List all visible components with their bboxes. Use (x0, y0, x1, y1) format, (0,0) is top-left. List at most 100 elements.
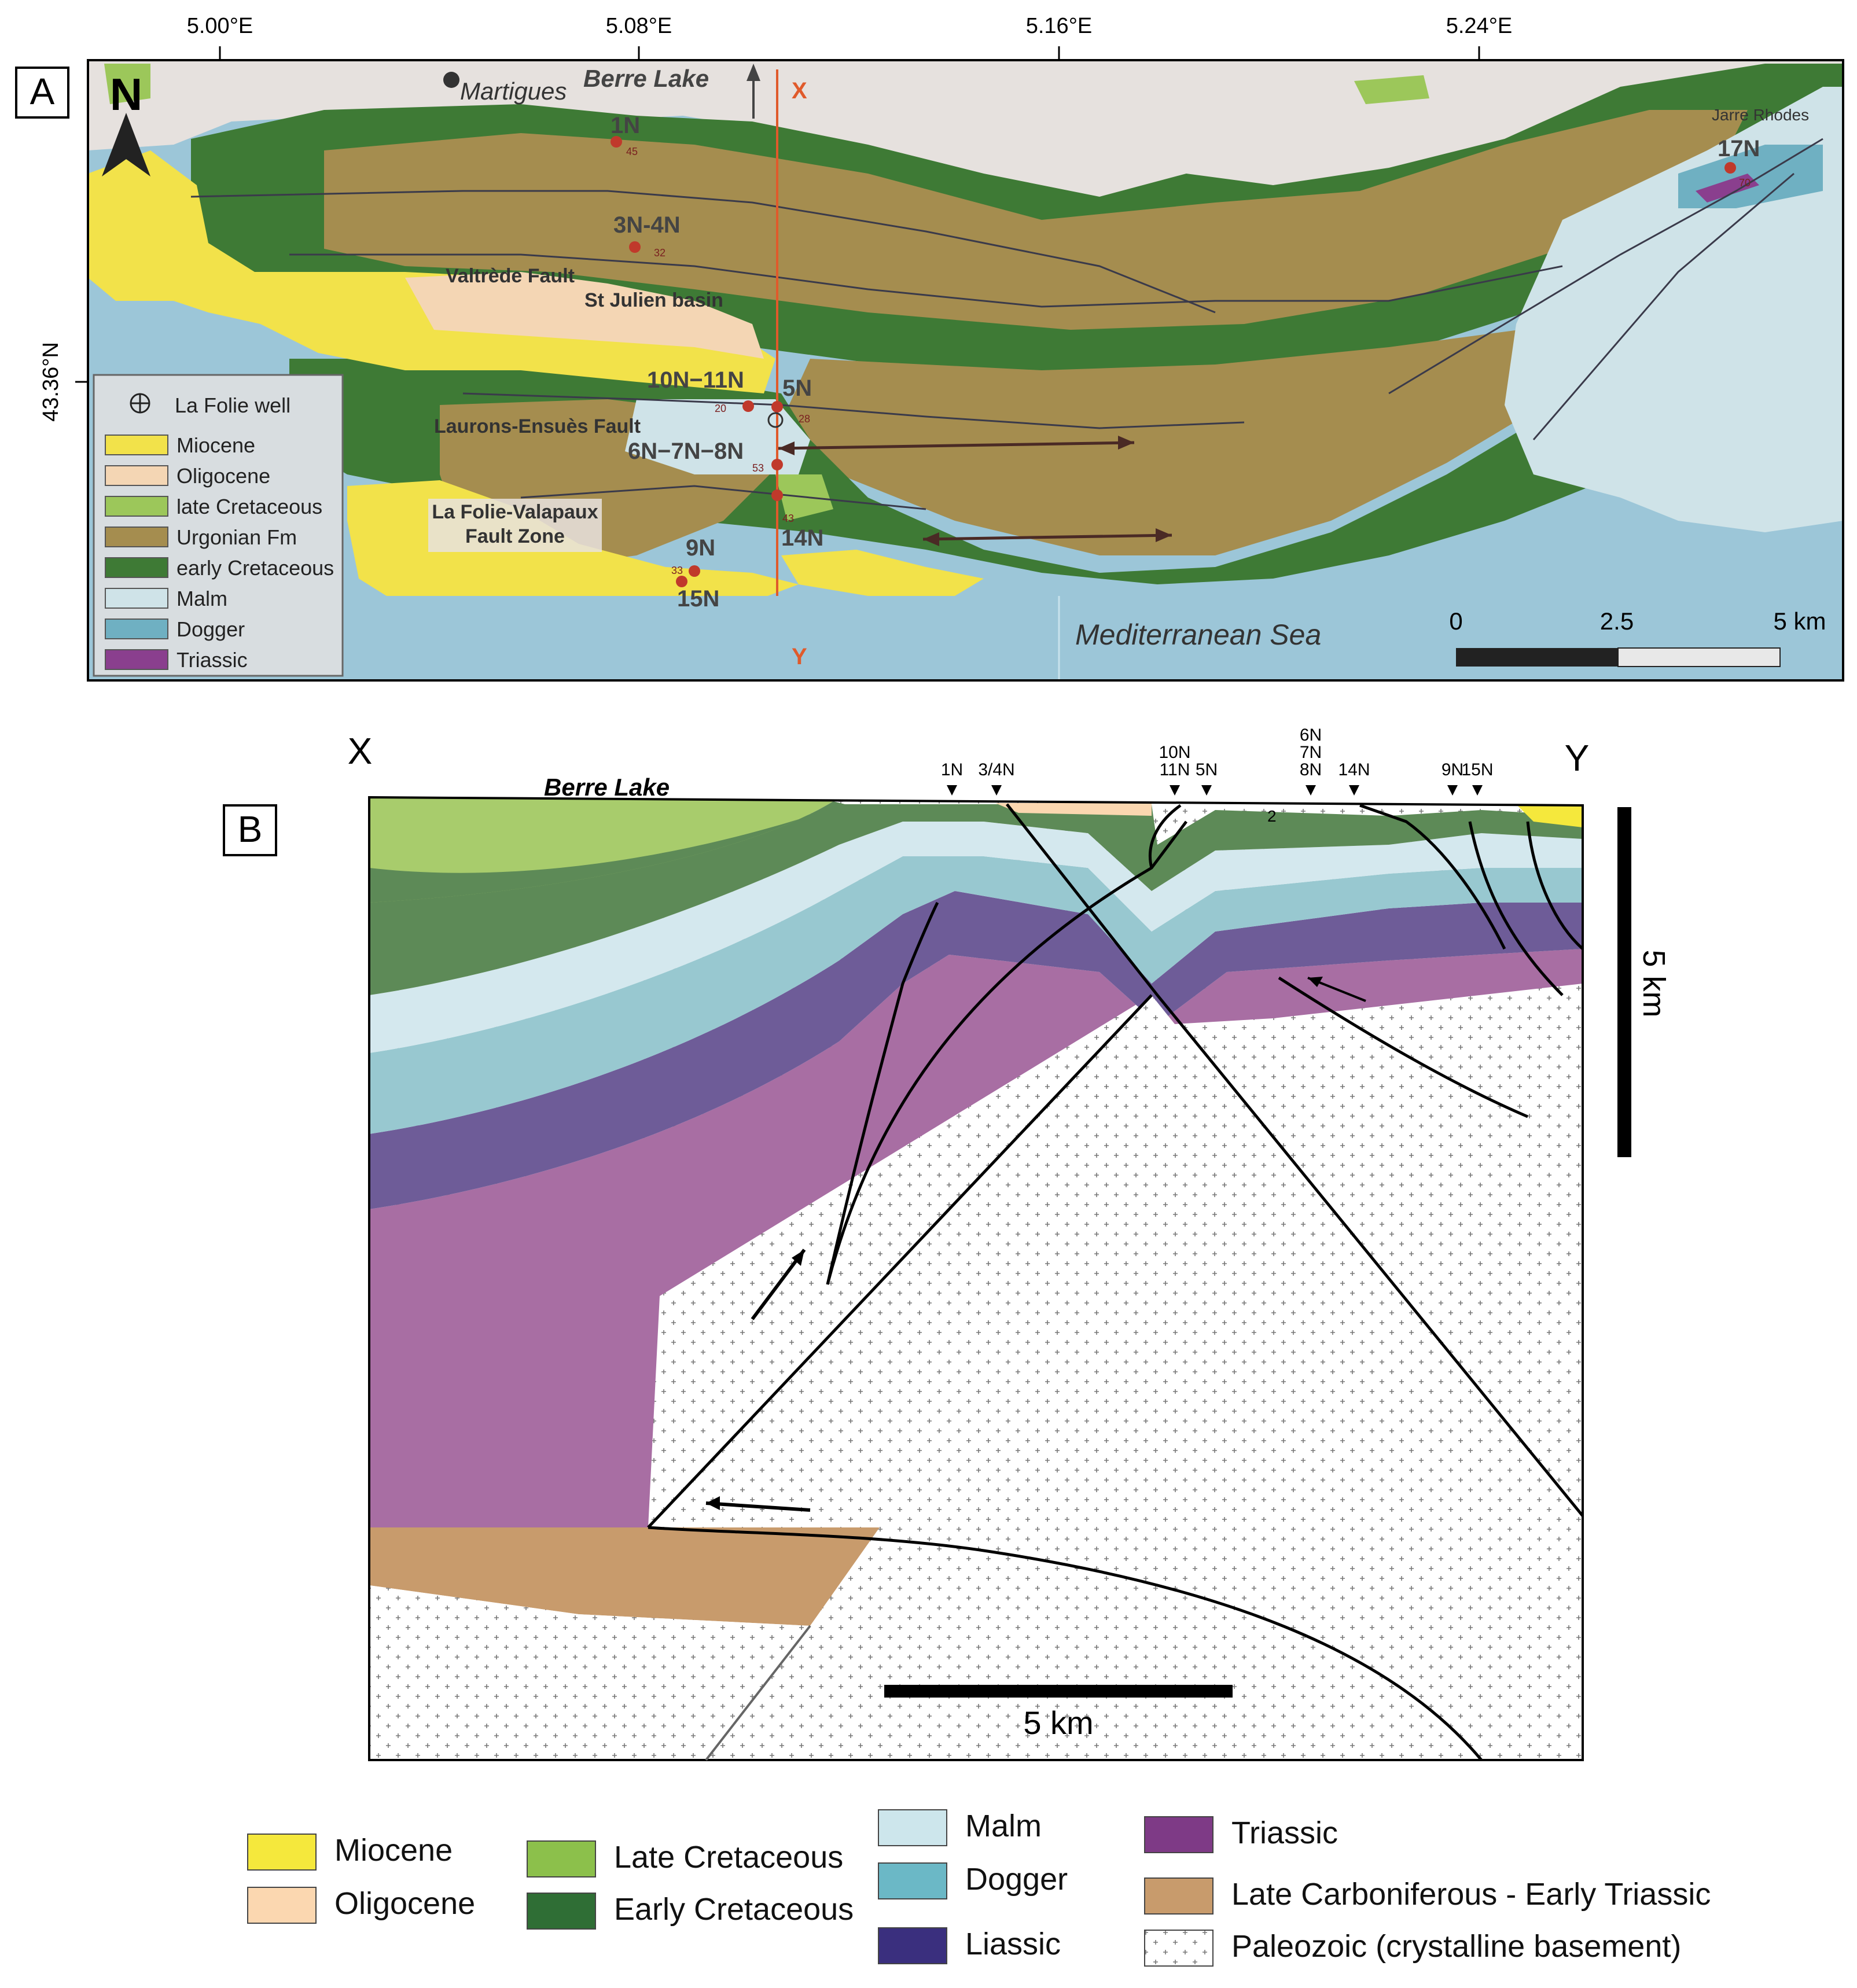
north-arrow-icon (102, 113, 150, 176)
lon-tick-3: 5.16°E (1026, 14, 1093, 38)
map-legend-swatch (105, 619, 168, 639)
section-y-label: Y (1565, 737, 1590, 779)
map-legend-swatch (105, 435, 168, 455)
site-marker-icon (1349, 785, 1359, 796)
section-legend: Miocene Oligocene Late Cretaceous Early Cre… (247, 1809, 1711, 1967)
map-legend-label: Miocene (176, 433, 255, 457)
legend-label: Late Cretaceous (614, 1840, 843, 1875)
north-label: N (110, 69, 142, 120)
urgonian-north (324, 110, 1748, 330)
map-legend-swatch (105, 649, 168, 670)
panel-b: B X Y Berre Lake (223, 726, 1671, 1761)
lon-tick-1: 5.00°E (187, 14, 253, 38)
site-17n: 17N (1718, 136, 1760, 161)
legend-swatch (247, 1887, 317, 1924)
section-berre-lake: Berre Lake (544, 774, 670, 801)
lon-tick-2: 5.08°E (606, 14, 672, 38)
dip-3: 28 (799, 413, 810, 425)
legend-label: Miocene (334, 1833, 453, 1868)
section-frame (368, 796, 1584, 1761)
permo-triassic-unit (369, 1527, 880, 1626)
label-st-julien: St Julien basin (584, 289, 723, 311)
site-3n4n: 3N-4N (613, 212, 681, 238)
label-folie-1: La Folie-Valapaux (432, 501, 598, 523)
dip-4: 53 (752, 462, 764, 474)
north-arrow: N (102, 69, 150, 176)
panel-b-letter: B (238, 808, 263, 850)
map-legend-label: late Cretaceous (176, 495, 322, 518)
label-laurons-fault: Laurons-Ensuès Fault (434, 415, 641, 437)
oligocene-basin (405, 272, 764, 359)
map-legend-label: Dogger (176, 617, 245, 641)
cross-section (369, 797, 1583, 1760)
map-scale-bar: 0 2.5 5 km (1449, 608, 1826, 667)
section-site-label: 10N (1159, 743, 1190, 762)
map-legend-swatch (105, 465, 168, 486)
label-section-x: X (792, 78, 807, 104)
map-legend-label: Oligocene (176, 464, 270, 488)
map-legend-label: Triassic (176, 648, 248, 672)
legend-swatch (1144, 1930, 1214, 1967)
section-site-label: 14N (1338, 760, 1370, 779)
miocene-southeast (781, 550, 984, 596)
section-faults (647, 803, 1584, 1761)
label-jarre-rhodes: Jarre Rhodes (1712, 106, 1809, 124)
map-legend-label: Malm (176, 587, 227, 610)
legend-swatch (1144, 1877, 1214, 1915)
malm-center (625, 399, 810, 474)
horizontal-scale-label: 5 km (1023, 1704, 1093, 1741)
dip-values: 45 20 28 53 43 33 70 32 (626, 146, 1751, 576)
dip-7: 70 (1739, 177, 1751, 189)
legend-label: Paleozoic (crystalline basement) (1231, 1929, 1681, 1964)
legend-label: Liassic (965, 1927, 1061, 1961)
map-legend-label: Urgonian Fm (176, 525, 297, 549)
section-site-label: 1N (941, 760, 963, 779)
dip-2: 20 (715, 403, 726, 414)
dip-5: 43 (782, 513, 794, 524)
site-marker-icon (1201, 785, 1212, 796)
site-marker-icon (1170, 785, 1180, 796)
legend-swatch (527, 1840, 596, 1877)
map-legend-items: Miocene Oligocene late Cretaceous Urgonian … (105, 433, 334, 672)
site-marker-icon (991, 785, 1002, 796)
section-site-label: 9N (1442, 760, 1463, 779)
legend-swatch (878, 1927, 947, 1964)
legend-swatch (878, 1809, 947, 1846)
horizontal-scale-bar (884, 1685, 1233, 1698)
section-site-label: 8N (1300, 760, 1322, 779)
site-6n7n8n: 6N−7N−8N (628, 439, 744, 464)
legend-swatch (247, 1834, 317, 1871)
panel-a: A 5.00°E 5.08°E 5.16°E 5.24°E 43.36°N (15, 14, 1844, 682)
map-legend-swatch (105, 557, 168, 578)
liassic-unit (369, 891, 1583, 1209)
label-berre-lake: Berre Lake (583, 65, 709, 92)
legend-label: Triassic (1231, 1816, 1338, 1850)
vertical-scale-label: 5 km (1637, 949, 1671, 1017)
panel-a-letter: A (30, 71, 55, 112)
site-10n11n: 10N−11N (647, 367, 744, 393)
label-sea: Mediterranean Sea (1075, 619, 1321, 651)
dip-6: 33 (671, 565, 683, 576)
map-legend-label: early Cretaceous (176, 556, 334, 580)
section-dip: 2 (1267, 807, 1277, 825)
urgonian-south (781, 301, 1678, 555)
lon-tick-4: 5.24°E (1446, 14, 1513, 38)
section-site-label: 11N (1160, 760, 1190, 779)
scale-2-5: 2.5 (1600, 608, 1634, 635)
martigues-dot (443, 72, 459, 88)
label-valtrede-fault: Valtrède Fault (446, 265, 575, 287)
triassic-east (1696, 174, 1759, 203)
dogger-unit (369, 856, 1583, 1134)
lat-tick: 43.36°N (39, 342, 63, 422)
site-labels: 1N 3N-4N 10N−11N 5N 6N−7N−8N 9N 14N 15N … (611, 113, 1760, 612)
map-legend-swatch (105, 496, 168, 517)
legend-well: La Folie well (175, 393, 290, 417)
malm-unit (369, 822, 1583, 1053)
label-folie-2: Fault Zone (465, 525, 565, 547)
site-15n: 15N (677, 586, 719, 612)
section-site-label: 3/4N (978, 760, 1014, 779)
dip-1: 45 (626, 146, 638, 157)
map-legend: La Folie well Miocene Oligocene late Creta… (93, 374, 344, 677)
site-marker-icon (947, 785, 957, 796)
